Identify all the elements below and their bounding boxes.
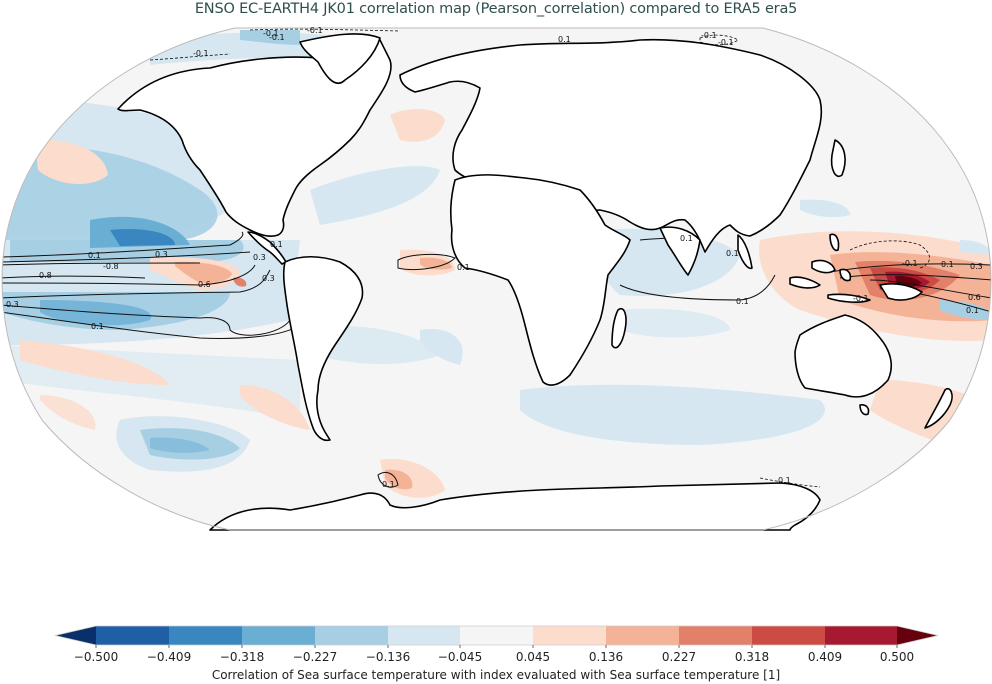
contour-label: 0.1 [778, 476, 791, 485]
contour-label: -0.1 [263, 29, 279, 38]
contour-label: 0.6 [968, 293, 981, 302]
contour-label: 0.1 [270, 240, 283, 249]
colorbar-tick-label: −0.318 [219, 650, 265, 664]
contour-label: 0.1 [941, 260, 954, 269]
colorbar-tick-label: 0.318 [734, 650, 770, 664]
contour-label: 0.1 [91, 322, 104, 331]
contour-label: -0.1 [307, 26, 323, 35]
contour-label: -0.1 [718, 38, 734, 47]
contour-label-group: 0.1 0.3 -0.8 0.8 0.6 0.3 0.1 0.3 0.3 0.1… [6, 26, 983, 489]
colorbar-segment [169, 626, 242, 645]
contour-label: 0.3 [6, 300, 19, 309]
contour-label: 0.8 [39, 271, 52, 280]
colorbar-segment [679, 626, 752, 645]
colorbar-segment [752, 626, 825, 645]
contour-label: 0.3 [253, 253, 266, 262]
contour-label: 0.6 [198, 280, 211, 289]
contour-label: -0.1 [701, 31, 717, 40]
continents [117, 33, 953, 531]
colorbar-segment [315, 626, 388, 645]
contour-lines [2, 231, 991, 488]
contour-label: 0.1 [726, 249, 739, 258]
colorbar-segment [825, 626, 897, 645]
contour-label: 0.1 [558, 35, 571, 44]
colorbar: −0.500 −0.409 −0.318 −0.227 −0.136 −0.04… [0, 620, 992, 684]
colorbar-segment [460, 626, 533, 645]
contour-label: -0.1 [269, 33, 285, 42]
colorbar-under-arrow [55, 626, 96, 645]
colorbar-tick-label: −0.409 [146, 650, 192, 664]
colorbar-segment [533, 626, 606, 645]
contour-label: 0.3 [970, 262, 983, 271]
colorbar-segment [242, 626, 315, 645]
colorbar-tick-label: 0.227 [661, 650, 697, 664]
contour-label: 0.1 [88, 251, 101, 260]
chart-title: ENSO EC-EARTH4 JK01 correlation map (Pea… [194, 1, 798, 17]
colorbar-tick-label: 0.136 [588, 650, 624, 664]
colorbar-segment [606, 626, 679, 645]
colorbar-over-arrow [897, 626, 938, 645]
colorbar-tick-label: −0.136 [365, 650, 411, 664]
map-outline [1, 27, 992, 531]
colorbar-tick-label: −0.227 [292, 650, 338, 664]
colorbar-tick-label: −0.500 [73, 650, 119, 664]
contour-label: -0.1 [902, 259, 918, 268]
colorbar-label: Correlation of Sea surface temperature w… [211, 668, 781, 682]
colorbar-segment [96, 626, 169, 645]
colorbar-tick-label: 0.409 [807, 650, 843, 664]
contour-label: 0.1 [680, 234, 693, 243]
colorbar-tick-label: 0.500 [879, 650, 915, 664]
contour-label: -0.8 [103, 262, 119, 271]
contour-label: 0.1 [457, 263, 470, 272]
contour-label: 0.1 [966, 306, 979, 315]
correlation-map: 0.1 0.3 -0.8 0.8 0.6 0.3 0.1 0.3 0.3 0.1… [1, 26, 992, 531]
colorbar-segment [388, 626, 460, 645]
colorbar-tick-label: −0.045 [437, 650, 483, 664]
contour-label: -0.1 [193, 49, 209, 58]
colorbar-tick-label: 0.045 [515, 650, 551, 664]
contour-label: -0.1 [853, 294, 869, 303]
contour-label: 0.3 [155, 250, 168, 259]
contour-label: 0.1 [382, 480, 395, 489]
contour-label: 0.1 [736, 297, 749, 306]
contour-label: 0.3 [262, 274, 275, 283]
